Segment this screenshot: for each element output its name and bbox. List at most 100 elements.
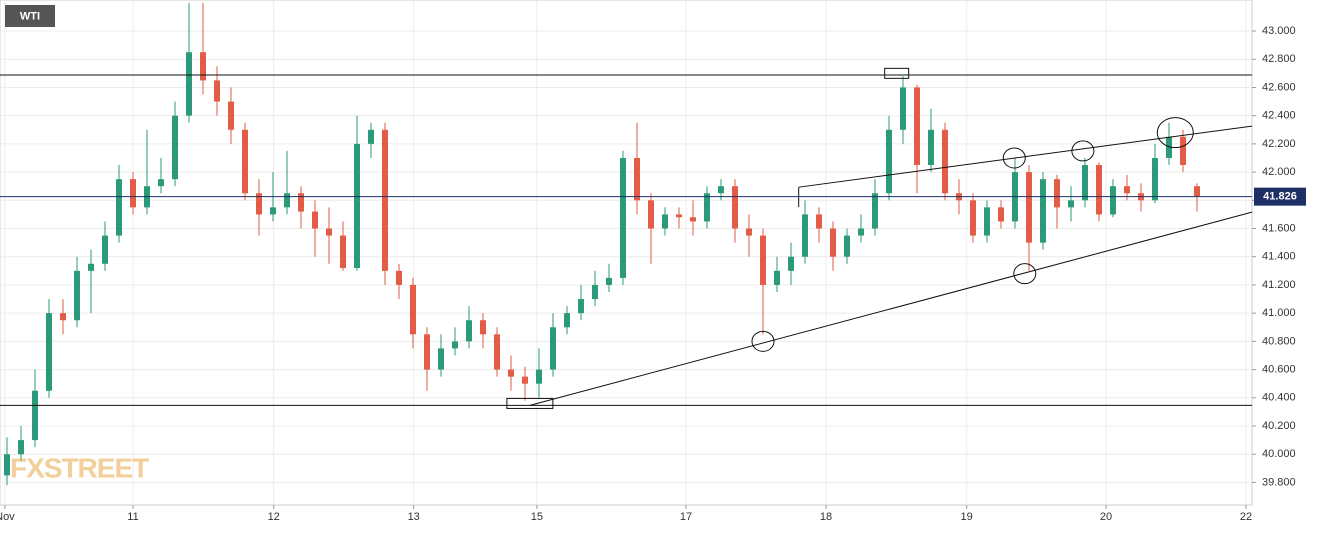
candle-body xyxy=(745,228,752,236)
candle-body xyxy=(549,327,556,370)
candle-body xyxy=(857,228,864,236)
y-tick-label: 41.600 xyxy=(1262,222,1296,234)
candle-body xyxy=(829,228,836,257)
candle-body xyxy=(339,235,346,269)
candle-body xyxy=(115,179,122,236)
candle-body xyxy=(535,369,542,384)
x-tick-label: 22 xyxy=(1240,511,1252,523)
candle-body xyxy=(885,129,892,194)
candle-body xyxy=(983,207,990,236)
candle-body xyxy=(787,256,794,271)
candle-body xyxy=(899,87,906,130)
x-tick-label: 11 xyxy=(127,511,138,523)
candle-body xyxy=(1179,136,1186,166)
candle-body xyxy=(1193,186,1200,197)
candle-body xyxy=(843,235,850,257)
x-tick-label: 12 xyxy=(268,511,280,523)
candle-body xyxy=(423,334,430,370)
candle-body xyxy=(1095,165,1102,215)
candle-body xyxy=(129,179,136,208)
circle-marker xyxy=(1156,117,1194,149)
candle-body xyxy=(367,129,374,144)
candle-body xyxy=(591,284,598,300)
y-tick-label: 40.200 xyxy=(1262,420,1296,432)
candle-body xyxy=(563,313,570,328)
candle-body xyxy=(101,235,108,264)
candle-body xyxy=(1165,136,1172,158)
candle-body xyxy=(619,157,626,278)
y-tick-label: 40.000 xyxy=(1262,448,1296,460)
candle-body xyxy=(871,193,878,229)
trendline xyxy=(529,211,1253,406)
candle-body xyxy=(269,207,276,215)
candle-body xyxy=(353,143,360,269)
candle-body xyxy=(997,207,1004,222)
candle-body xyxy=(717,186,724,194)
y-tick-label: 40.400 xyxy=(1262,392,1296,404)
circle-marker xyxy=(1071,140,1095,162)
candle-body xyxy=(479,320,486,335)
candle-body xyxy=(213,80,220,102)
circle-marker xyxy=(1013,263,1037,285)
candle-body xyxy=(199,52,206,81)
circle-marker xyxy=(1002,147,1026,169)
y-tick-label: 40.600 xyxy=(1262,363,1296,375)
candle-body xyxy=(1053,179,1060,208)
candle-body xyxy=(45,313,52,391)
candle-body xyxy=(507,369,514,377)
y-tick-label: 42.800 xyxy=(1262,53,1296,65)
candle-body xyxy=(941,129,948,194)
candle-body xyxy=(283,193,290,208)
candle-body xyxy=(227,101,234,130)
y-tick-label: 41.400 xyxy=(1262,251,1296,263)
candle-body xyxy=(605,277,612,285)
y-tick-label: 42.000 xyxy=(1262,166,1296,178)
candle-body xyxy=(773,270,780,285)
candle-body xyxy=(255,193,262,215)
candle-body xyxy=(59,313,66,321)
candle-body xyxy=(171,115,178,180)
candle-body xyxy=(1067,200,1074,208)
candle-body xyxy=(325,228,332,236)
x-tick-label: 17 xyxy=(680,511,692,523)
y-tick-label: 43.000 xyxy=(1262,25,1296,37)
y-tick-label: 42.200 xyxy=(1262,138,1296,150)
layer: 39.800 40.000 40.200 40.400 40.600 40.800 41.0… xyxy=(0,0,1306,523)
candle-body xyxy=(801,214,808,257)
candle-body xyxy=(31,390,38,441)
candle-body xyxy=(521,376,528,384)
candle-body xyxy=(17,440,24,455)
x-tick-label: 13 xyxy=(408,511,420,523)
candle-body xyxy=(87,263,94,271)
y-tick-label: 41.200 xyxy=(1262,279,1296,291)
candle-body xyxy=(703,193,710,222)
candle-body xyxy=(969,200,976,236)
candle-body xyxy=(661,214,668,229)
circle-marker xyxy=(751,330,775,352)
candle-body xyxy=(395,270,402,285)
candle-body xyxy=(311,211,318,229)
candle-body xyxy=(1123,186,1130,194)
candle-body xyxy=(1109,186,1116,215)
candle-body xyxy=(1025,172,1032,243)
y-tick-label: 42.400 xyxy=(1262,110,1296,122)
candle-body xyxy=(647,200,654,229)
last-price-label: 41.826 xyxy=(1263,191,1297,203)
candle-body xyxy=(451,341,458,349)
candle-body xyxy=(73,270,80,321)
candle-body xyxy=(465,320,472,342)
candle-body xyxy=(913,87,920,166)
candle-body xyxy=(157,179,164,187)
candle-body xyxy=(1151,157,1158,201)
x-tick-label: 19 xyxy=(961,511,973,523)
box-marker xyxy=(884,67,910,79)
plot-area xyxy=(0,0,1253,506)
candle-body xyxy=(493,334,500,370)
x-tick-label: 20 xyxy=(1100,511,1112,523)
symbol-badge xyxy=(5,5,55,27)
candle-body xyxy=(577,299,584,314)
watermark: FXSTREET xyxy=(10,452,149,483)
candle-body xyxy=(759,235,766,285)
candle-body xyxy=(437,348,444,370)
